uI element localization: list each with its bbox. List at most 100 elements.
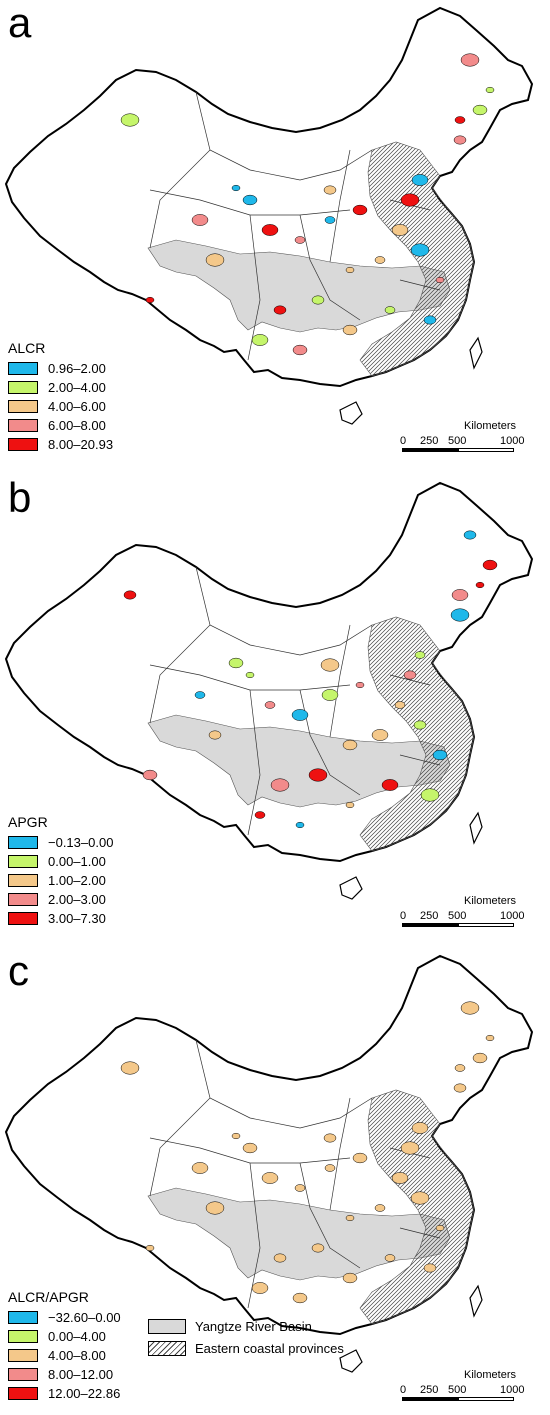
city-patch <box>410 243 430 257</box>
legend-title-a: ALCR <box>8 340 46 356</box>
scale-tick: 0 <box>400 435 407 447</box>
region-legend-item: Eastern coastal provinces <box>148 1337 344 1359</box>
legend-label: 4.00–6.00 <box>48 399 106 414</box>
city-patch <box>292 1292 308 1304</box>
city-patch <box>482 559 498 571</box>
map-panel-b: b APGR −0.13–0.00 0.00–1.00 1.00–2.00 2.… <box>0 475 550 940</box>
legend-swatch <box>8 362 38 375</box>
legend-item: 3.00–7.30 <box>8 909 113 928</box>
legend-label: 0.96–2.00 <box>48 361 106 376</box>
city-patch <box>123 590 137 600</box>
legend-swatch <box>8 1330 38 1343</box>
city-patch <box>194 691 206 699</box>
region-legend-label: Eastern coastal provinces <box>195 1340 344 1356</box>
province-boundary <box>399 1227 441 1239</box>
panel-letter-a: a <box>8 0 32 46</box>
legend-item: 4.00–6.00 <box>8 397 113 416</box>
province-boundary <box>299 214 361 321</box>
city-patch <box>414 651 426 659</box>
yangtze-basin-region <box>147 239 451 333</box>
legend-item: 4.00–8.00 <box>8 1346 121 1365</box>
country-outline <box>4 6 534 388</box>
city-patch <box>485 1034 495 1042</box>
scale-tick: 1000 <box>500 435 525 447</box>
taiwan-island <box>469 1284 483 1318</box>
country-outline <box>4 954 534 1336</box>
legend-label: 2.00–4.00 <box>48 380 106 395</box>
city-patch <box>320 658 340 672</box>
legend-title-c: ALCR/APGR <box>8 1289 89 1305</box>
city-patch <box>435 1224 445 1232</box>
city-patch <box>460 1001 480 1015</box>
city-patch <box>261 1172 279 1184</box>
province-boundary <box>399 279 441 291</box>
city-patch <box>205 253 225 267</box>
coastal-provinces-region <box>359 616 475 852</box>
city-patch <box>311 295 325 305</box>
china-map-c <box>4 954 534 1373</box>
scale-unit: Kilometers <box>464 895 516 907</box>
legend-item: 0.00–1.00 <box>8 852 113 871</box>
city-patch <box>321 689 339 701</box>
legend-swatch <box>8 1311 38 1324</box>
city-patch <box>355 681 365 689</box>
scale-tick: 0 <box>400 910 407 922</box>
yangtze-basin-region <box>147 1187 451 1281</box>
city-patch <box>308 768 328 782</box>
city-patch <box>324 216 336 224</box>
scale-line <box>402 448 514 452</box>
scale-tick: 250 <box>420 910 439 922</box>
scale-ticks: 0 250 500 1000 <box>400 910 524 922</box>
city-patch <box>120 113 140 127</box>
legend-swatch <box>8 1368 38 1381</box>
city-patch <box>403 670 417 680</box>
city-patch <box>384 1254 396 1262</box>
scale-tick: 500 <box>448 1384 467 1396</box>
scale-tick: 250 <box>420 435 439 447</box>
city-patch <box>231 1132 241 1140</box>
legend-item: 8.00–12.00 <box>8 1365 121 1384</box>
scale-line <box>402 923 514 927</box>
yangtze-swatch <box>148 1318 186 1334</box>
panel-letter-c: c <box>8 947 29 994</box>
city-patch <box>411 174 429 186</box>
hainan-island <box>339 401 363 425</box>
city-patch <box>451 589 469 601</box>
city-patch <box>374 1204 386 1212</box>
scale-bar-c: Kilometers 0 250 500 1000 <box>400 1369 524 1403</box>
city-patch <box>228 657 244 669</box>
legend-swatch <box>8 912 38 925</box>
map-panel-a: a ALCR 0.96–2.00 2.00–4.00 4.00–6.00 6.0… <box>0 0 550 465</box>
city-patch <box>435 276 445 284</box>
city-patch <box>120 1061 140 1075</box>
legend-label: 6.00–8.00 <box>48 418 106 433</box>
city-patch <box>270 778 290 792</box>
city-patch <box>374 256 386 264</box>
city-patch <box>292 344 308 356</box>
city-patch <box>191 1162 209 1174</box>
city-patch <box>463 530 477 540</box>
region-legend-item: Yangtze River Basin <box>148 1315 344 1337</box>
city-patch <box>394 701 406 709</box>
legend-label: −0.13–0.00 <box>48 835 114 850</box>
city-patch <box>251 334 269 346</box>
country-outline <box>4 481 534 863</box>
hainan-island <box>339 876 363 900</box>
legend-item: 2.00–3.00 <box>8 890 113 909</box>
city-patch <box>142 769 158 781</box>
taiwan-island <box>469 811 483 845</box>
city-patch <box>311 1243 325 1253</box>
city-patch <box>400 1141 420 1155</box>
region-legend-label: Yangtze River Basin <box>195 1318 312 1334</box>
city-patch <box>145 296 155 304</box>
scale-line <box>402 1397 514 1401</box>
legend-a: ALCR 0.96–2.00 2.00–4.00 4.00–6.00 6.00–… <box>8 340 113 454</box>
city-patch <box>251 1282 269 1294</box>
city-patch <box>400 193 420 207</box>
city-patch <box>191 214 209 226</box>
city-patch <box>384 306 396 314</box>
legend-swatch <box>8 400 38 413</box>
province-boundary <box>195 566 373 656</box>
taiwan-island <box>469 336 483 370</box>
legend-item: 0.00–4.00 <box>8 1327 121 1346</box>
